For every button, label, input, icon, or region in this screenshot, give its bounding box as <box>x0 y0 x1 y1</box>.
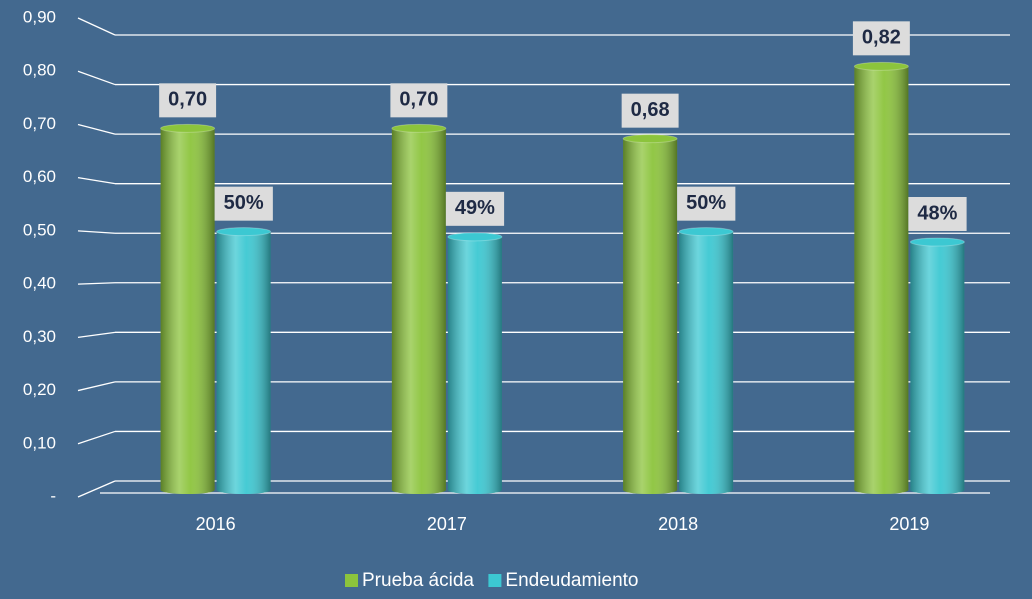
grid-line-side <box>77 17 116 36</box>
y-tick-label: 0,10 <box>23 433 56 452</box>
y-tick-label: 0,50 <box>23 220 56 239</box>
y-tick-label: 0,60 <box>23 167 56 186</box>
bar-shade <box>391 124 446 495</box>
bar-cap <box>216 227 272 237</box>
x-tick-label: 2016 <box>196 514 236 534</box>
grid-line-side <box>77 123 116 135</box>
x-tick-label: 2017 <box>427 514 467 534</box>
bar-cap <box>622 134 678 144</box>
value-label-box <box>214 186 273 221</box>
value-label-box <box>159 83 217 118</box>
bar-cap <box>853 61 909 71</box>
legend-swatch <box>488 574 502 587</box>
bar-shade <box>679 227 734 494</box>
grid-line-side <box>77 480 116 498</box>
y-tick-label: 0,90 <box>23 7 56 26</box>
bar-cap <box>160 123 216 133</box>
value-label: 0,70 <box>168 89 207 111</box>
bar-shade <box>623 134 678 494</box>
x-tick-label: 2018 <box>658 514 698 534</box>
value-label-box <box>852 21 910 56</box>
grid-line-side <box>77 177 116 185</box>
y-tick-label: 0,70 <box>23 114 56 133</box>
y-tick-label: - <box>50 486 56 505</box>
bar-shade <box>447 232 502 495</box>
legend-swatch <box>345 574 358 587</box>
bar-cap <box>391 123 447 133</box>
bar-cap <box>909 237 965 247</box>
value-label: 48% <box>917 202 957 224</box>
bar-shade <box>854 62 909 494</box>
legend-label: Prueba ácida <box>362 570 474 591</box>
value-label: 0,68 <box>631 99 670 121</box>
legend-label: Endeudamiento <box>505 570 638 591</box>
y-tick-label: 0,40 <box>23 274 56 293</box>
value-label: 50% <box>686 192 726 214</box>
value-label-box <box>677 186 736 221</box>
grid-line-side <box>77 282 116 285</box>
grid-line-side <box>77 331 116 338</box>
y-tick-label: 0,80 <box>23 61 56 80</box>
value-label-box <box>390 83 448 118</box>
value-label: 0,70 <box>399 89 438 111</box>
bar-shade <box>216 227 271 494</box>
x-tick-label: 2019 <box>889 514 929 534</box>
bar-shade <box>910 238 965 494</box>
value-label-box <box>621 93 679 128</box>
grid-line-side <box>77 430 116 445</box>
value-label: 0,82 <box>862 27 901 49</box>
bar-cap <box>678 227 734 237</box>
value-label: 49% <box>455 197 495 219</box>
grid-line-side <box>77 70 116 86</box>
y-tick-label: 0,20 <box>23 380 56 399</box>
bar-shade <box>160 124 215 495</box>
grid-line-side <box>77 230 116 234</box>
value-label-box <box>445 191 505 226</box>
bar-cap <box>447 232 503 242</box>
value-label-box <box>908 197 967 231</box>
grid-line-side <box>77 381 116 392</box>
y-tick-label: 0,30 <box>23 327 56 346</box>
value-label: 50% <box>224 192 264 214</box>
